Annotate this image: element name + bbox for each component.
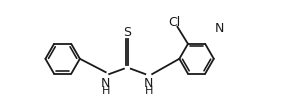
Text: N: N — [215, 22, 224, 35]
Text: Cl: Cl — [168, 16, 180, 29]
Text: N: N — [101, 77, 110, 90]
Text: H: H — [102, 86, 110, 96]
Text: H: H — [144, 86, 153, 96]
Text: S: S — [123, 26, 131, 39]
Text: N: N — [144, 77, 153, 90]
